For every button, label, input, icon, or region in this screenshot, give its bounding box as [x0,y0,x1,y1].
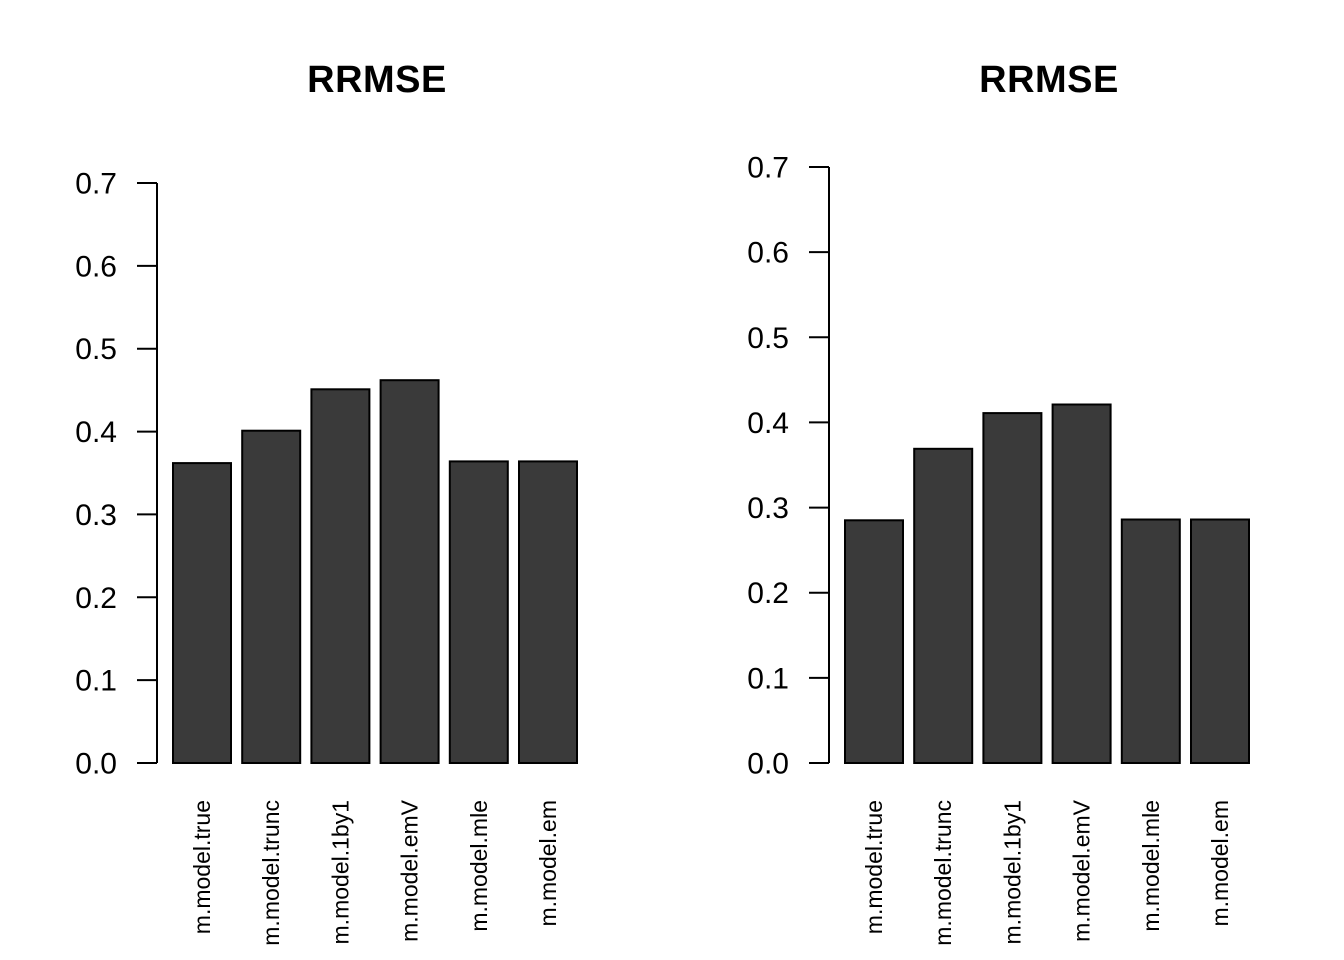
y-tick-label: 0.4 [747,407,789,440]
bar [844,519,904,764]
chart-title: RRMSE [979,59,1119,101]
y-tick-label: 0.1 [747,662,789,695]
bar [518,460,578,764]
chart-title: RRMSE [307,59,447,101]
y-tick-label: 0.3 [747,492,789,525]
x-category-label: m.model.true [189,800,215,934]
x-category-label: m.model.em [535,800,561,927]
y-tick-label: 0.5 [747,322,789,355]
y-tick-label: 0.2 [75,582,117,615]
y-tick-label: 0.4 [75,416,117,449]
y-tick-label: 0.2 [747,577,789,610]
y-tick-label: 0.7 [75,168,117,201]
y-tick-label: 0.0 [747,748,789,781]
x-category-label: m.model.mle [1138,800,1164,932]
y-tick-label: 0.1 [75,665,117,698]
chart-panel-right: RRMSE 0.0 0.1 0.2 0.3 0.4 0.5 0.6 0.7 m.model.tr… [672,0,1344,960]
bar [913,447,974,764]
y-tick-label: 0.3 [75,499,117,532]
y-tick-label: 0.6 [747,237,789,270]
y-tick-label: 0.5 [75,333,117,366]
y-tick-label: 0.6 [75,250,117,283]
x-category-label: m.model.trunc [258,800,284,946]
bar [1190,518,1250,764]
bar [1051,403,1112,764]
x-category-label: m.model.emV [397,799,423,942]
y-tick-label: 0.0 [75,748,117,781]
bar-plot-right: 0.0 0.1 0.2 0.3 0.4 0.5 0.6 0.7 m.model.true m.mo… [747,152,1250,946]
x-category-label: m.model.emV [1069,799,1095,942]
bar [1120,518,1181,764]
bar [379,379,440,764]
x-category-label: m.model.1by1 [999,800,1025,944]
x-category-label: m.model.mle [466,800,492,932]
x-category-label: m.model.trunc [930,800,956,946]
y-tick-label: 0.7 [747,152,789,185]
bar [310,388,371,764]
x-category-label: m.model.1by1 [327,800,353,944]
bar-plot-left: 0.0 0.1 0.2 0.3 0.4 0.5 0.6 0.7 m.model.true m.mo… [75,168,578,946]
bar [448,460,509,764]
x-category-label: m.model.true [861,800,887,934]
bar [241,429,302,764]
x-category-label: m.model.em [1207,800,1233,927]
bar [982,412,1043,764]
bar [172,462,232,764]
chart-panel-left: RRMSE 0.0 0.1 0.2 0.3 0.4 0.5 0.6 0.7 m.model.tr… [75,59,578,946]
